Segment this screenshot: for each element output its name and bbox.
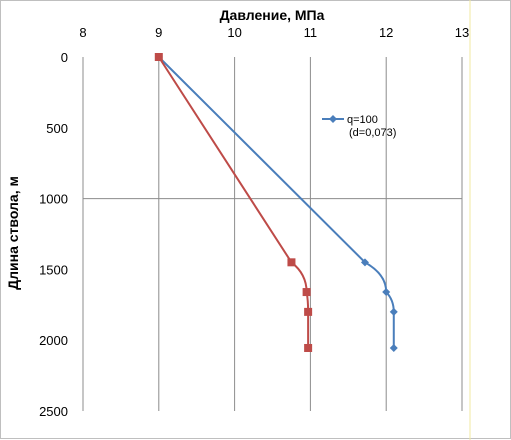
square-marker <box>304 307 313 316</box>
grid-lines <box>82 57 463 411</box>
series-group <box>154 53 398 352</box>
series-line-0 <box>158 56 395 348</box>
diamond-marker <box>389 343 398 352</box>
diamond-marker <box>382 288 391 297</box>
x-tick-label: 9 <box>155 25 162 40</box>
x-tick-label: 8 <box>79 25 86 40</box>
legend-label-q100: q=100 <box>347 114 378 126</box>
y-tick-label: 0 <box>61 50 68 65</box>
legend-label-d: (d=0,073) <box>349 127 396 139</box>
series-line-1 <box>157 56 310 348</box>
x-tick-label: 13 <box>455 25 469 40</box>
legend-marker-diamond <box>329 115 337 123</box>
square-marker <box>302 288 311 297</box>
x-tick-label: 12 <box>379 25 393 40</box>
x-tick-label: 11 <box>304 25 318 40</box>
y-tick-label: 1500 <box>39 262 68 277</box>
y-tick-label: 2500 <box>39 404 68 419</box>
x-axis-title: Давление, МПа <box>220 7 325 23</box>
y-axis-title: Длина ствола, м <box>5 176 21 290</box>
x-tick-labels: 8 9 10 11 12 13 <box>79 25 469 40</box>
x-tick-label: 10 <box>227 25 241 40</box>
diamond-marker <box>360 258 369 267</box>
legend: q=100 (d=0,073) <box>322 114 396 139</box>
diamond-marker <box>389 307 398 316</box>
y-tick-label: 2000 <box>39 333 68 348</box>
y-tick-label: 1000 <box>39 192 68 207</box>
square-marker <box>154 53 163 61</box>
square-marker <box>287 258 296 267</box>
square-marker <box>304 343 313 352</box>
y-tick-label: 500 <box>46 121 68 136</box>
y-tick-labels: 0 500 1000 1500 2000 2500 <box>39 50 68 419</box>
